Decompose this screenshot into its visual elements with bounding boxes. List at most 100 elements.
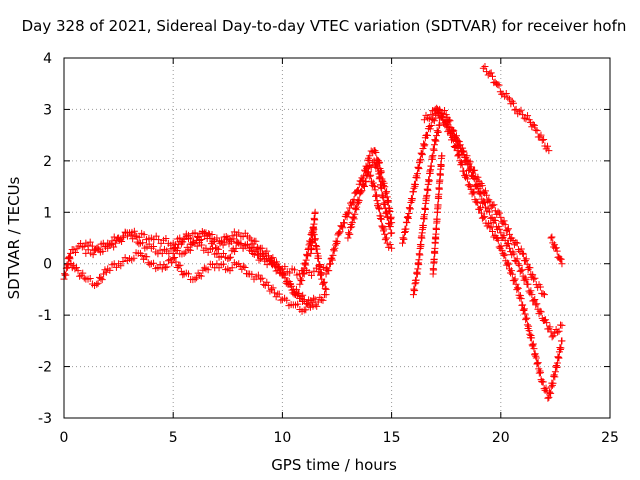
data-point <box>112 263 120 271</box>
data-point <box>549 379 557 387</box>
y-tick-label: -1 <box>38 308 52 324</box>
data-point <box>553 359 561 367</box>
data-point <box>532 354 540 362</box>
data-point <box>385 243 393 251</box>
data-point <box>506 230 514 238</box>
data-point <box>476 205 484 213</box>
data-point <box>543 319 551 327</box>
x-tick-label: 5 <box>169 430 178 446</box>
data-point <box>415 159 423 167</box>
data-point <box>311 296 319 304</box>
data-point <box>414 163 422 171</box>
data-point <box>386 241 394 249</box>
data-point <box>512 280 520 288</box>
data-point <box>549 239 557 247</box>
data-point <box>532 301 540 309</box>
data-point <box>490 201 498 209</box>
y-axis-title: SDTVAR / TECUs <box>5 176 23 299</box>
data-point <box>551 244 559 252</box>
data-point <box>243 241 251 249</box>
data-point <box>269 254 277 262</box>
data-point <box>373 160 381 168</box>
data-point <box>213 260 221 268</box>
data-point <box>526 264 534 272</box>
data-point <box>404 214 412 222</box>
data-point <box>104 244 112 252</box>
data-point <box>329 251 337 259</box>
data-point <box>197 272 205 280</box>
data-point <box>554 328 562 336</box>
data-point <box>239 262 247 270</box>
data-point <box>520 250 528 258</box>
data-point <box>269 284 277 292</box>
data-point <box>433 104 441 112</box>
data-point <box>536 307 544 315</box>
data-point <box>506 244 514 252</box>
data-point <box>303 300 311 308</box>
data-point <box>184 235 192 243</box>
data-point <box>558 337 566 345</box>
data-point <box>505 260 513 268</box>
data-point <box>191 275 199 283</box>
data-point <box>514 260 522 268</box>
data-point <box>508 270 516 278</box>
data-point <box>323 265 331 273</box>
x-tick-label: 10 <box>273 430 291 446</box>
data-point <box>74 267 82 275</box>
data-point <box>208 231 216 239</box>
data-point <box>417 149 425 157</box>
data-point <box>538 136 546 144</box>
data-point <box>173 247 181 254</box>
data-point <box>175 262 183 270</box>
data-point <box>539 378 547 386</box>
y-tick-label: 1 <box>43 205 52 221</box>
data-point <box>135 233 143 241</box>
data-point <box>521 257 529 265</box>
data-point <box>497 242 505 250</box>
data-point <box>179 271 187 279</box>
data-point <box>556 346 564 354</box>
series-trace-o <box>479 63 553 155</box>
data-point <box>253 243 261 251</box>
data-point <box>321 284 329 292</box>
data-point <box>78 243 86 251</box>
data-point <box>135 240 143 248</box>
data-point <box>155 236 163 244</box>
data-point <box>213 244 221 252</box>
data-point <box>328 256 336 264</box>
data-point <box>138 251 146 259</box>
data-point <box>435 185 443 193</box>
data-point <box>267 285 275 293</box>
x-tick-label: 0 <box>60 430 69 446</box>
data-point <box>463 152 471 160</box>
data-point <box>547 383 555 391</box>
data-series <box>60 63 566 402</box>
data-point <box>496 225 504 233</box>
data-point <box>310 294 318 302</box>
data-point <box>484 205 492 213</box>
data-point <box>288 282 296 290</box>
data-point <box>405 204 413 212</box>
data-point <box>494 236 502 244</box>
data-point <box>184 270 192 278</box>
data-point <box>382 189 390 197</box>
data-point <box>145 240 153 248</box>
series-trace-h <box>344 157 396 242</box>
data-point <box>434 201 442 209</box>
data-point <box>548 333 556 341</box>
data-point <box>460 167 468 175</box>
data-point <box>130 254 138 262</box>
data-point <box>408 195 416 203</box>
data-point <box>280 269 288 277</box>
data-point <box>537 131 545 139</box>
data-point <box>403 219 411 227</box>
data-point <box>521 274 529 282</box>
data-point <box>286 280 294 288</box>
data-point <box>80 242 88 250</box>
data-point <box>378 184 386 192</box>
data-point <box>333 239 341 247</box>
data-point <box>482 187 490 195</box>
data-point <box>360 172 368 180</box>
data-point <box>369 179 377 187</box>
data-point <box>371 147 379 155</box>
